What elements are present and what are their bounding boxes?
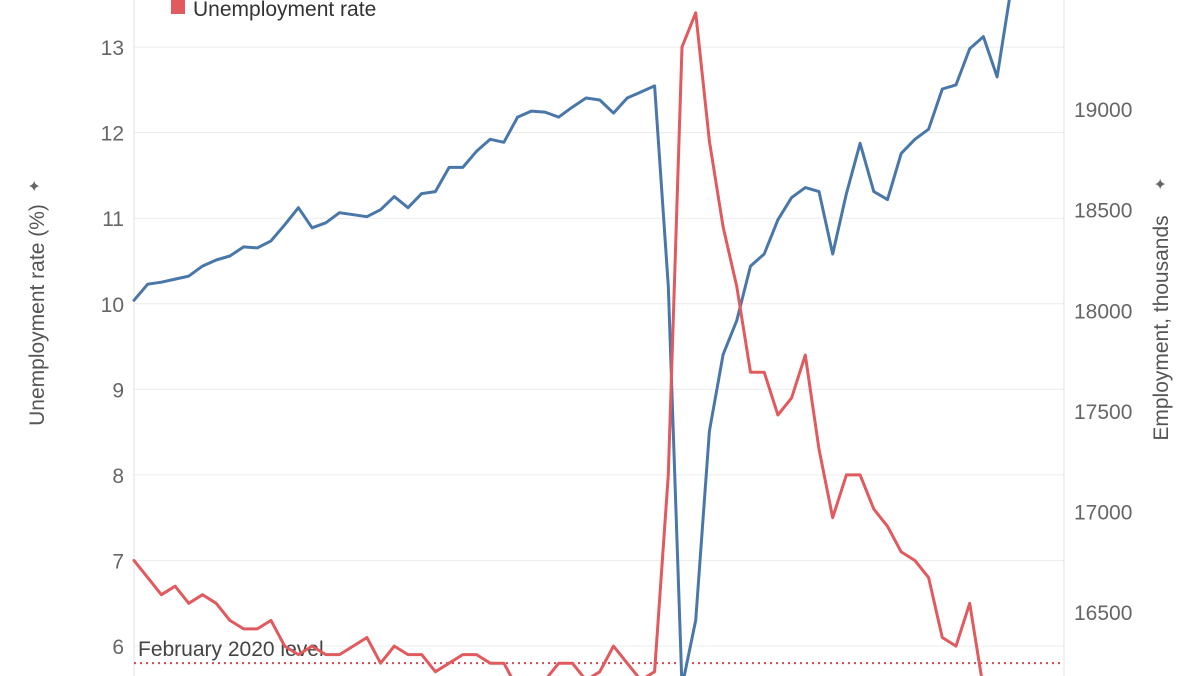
left-tick-label-12: 12 xyxy=(101,123,124,146)
right-tick-label-17500: 17500 xyxy=(1074,401,1132,424)
right-axis-pin-icon[interactable]: ✦ xyxy=(1151,177,1170,190)
left-axis-pin-icon[interactable]: ✦ xyxy=(25,179,44,192)
right-tick-label-18500: 18500 xyxy=(1074,200,1132,223)
right-axis-ticks: 16500 17000 17500 18000 18500 19000 xyxy=(1074,99,1132,625)
left-tick-label-7: 7 xyxy=(112,550,124,573)
legend-swatch-unemployment xyxy=(171,0,185,14)
left-axis-ticks: 6 7 8 9 10 11 12 13 xyxy=(101,37,124,659)
right-axis-title-text: Employment, thousands xyxy=(1150,215,1173,440)
employment-series-line xyxy=(132,0,1011,676)
right-tick-label-17000: 17000 xyxy=(1074,502,1132,525)
right-tick-label-19000: 19000 xyxy=(1074,99,1132,122)
left-tick-label-10: 10 xyxy=(101,294,124,317)
february-2020-level-label: February 2020 level xyxy=(138,638,324,661)
left-tick-label-11: 11 xyxy=(102,208,124,231)
right-tick-label-16500: 16500 xyxy=(1074,602,1132,625)
unemployment-rate-series-line xyxy=(132,11,983,676)
right-axis-title: Employment, thousands ✦ xyxy=(1150,177,1173,440)
left-tick-label-8: 8 xyxy=(112,465,124,488)
left-tick-label-9: 9 xyxy=(112,379,124,402)
left-axis-title-text: Unemployment rate (%) xyxy=(26,204,49,426)
left-tick-label-13: 13 xyxy=(101,37,124,60)
right-tick-label-18000: 18000 xyxy=(1074,300,1132,323)
legend-label-unemployment: Unemployment rate xyxy=(193,0,376,21)
left-tick-label-6: 6 xyxy=(112,636,124,659)
chart-legend[interactable]: Unemployment rate xyxy=(171,0,376,21)
left-axis-title: Unemployment rate (%) ✦ xyxy=(25,179,49,426)
